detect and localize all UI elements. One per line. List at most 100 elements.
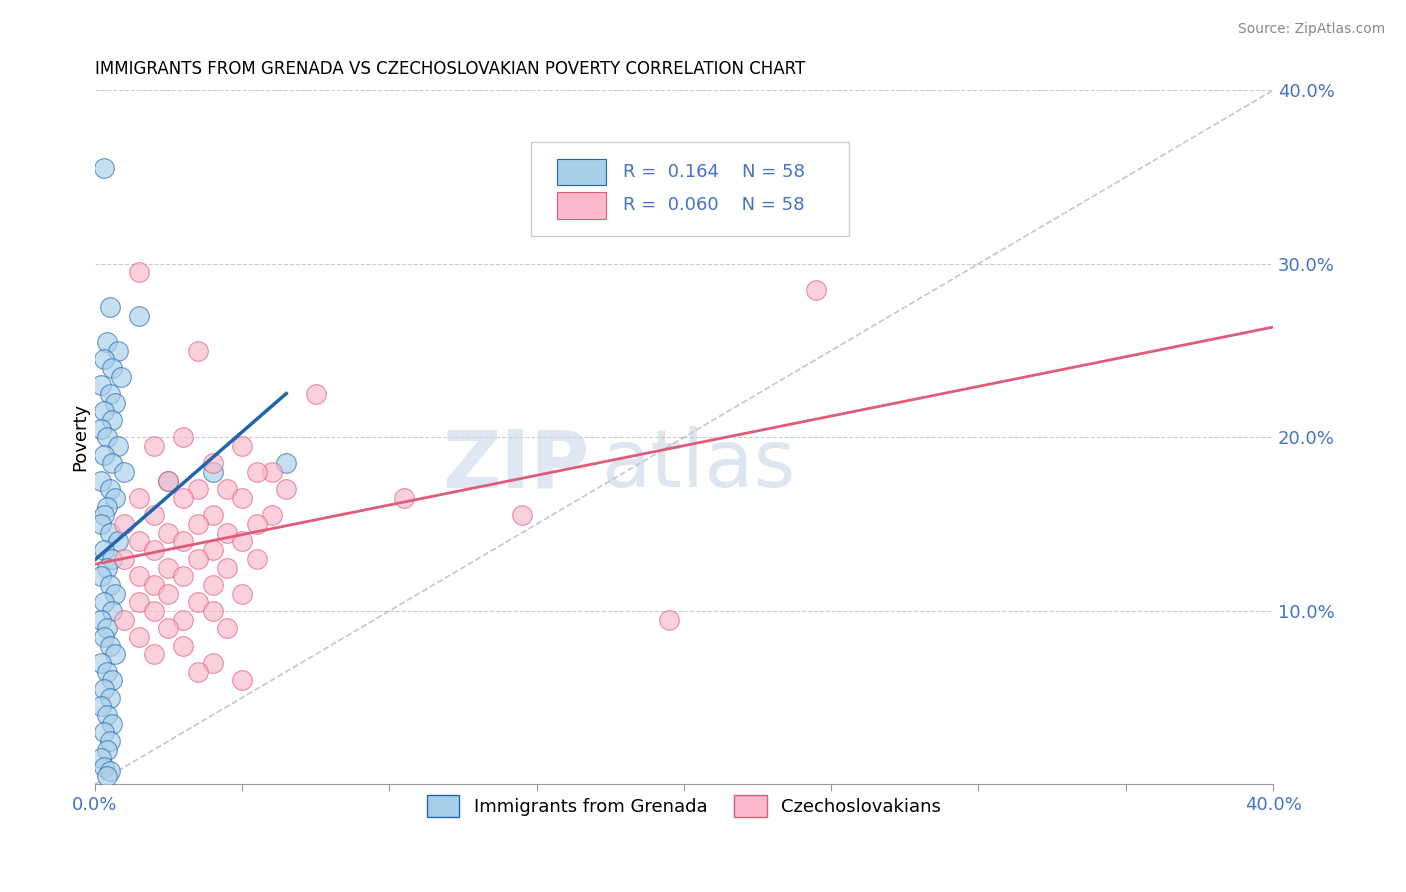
Point <box>101 360 124 375</box>
Point <box>246 551 269 566</box>
Point <box>112 551 135 566</box>
Point <box>231 586 253 600</box>
Point <box>201 508 224 523</box>
Point <box>93 760 115 774</box>
Point <box>93 681 115 696</box>
Point <box>101 604 124 618</box>
Point <box>201 465 224 479</box>
Point <box>260 508 283 523</box>
Point <box>93 595 115 609</box>
Point <box>510 508 533 523</box>
Point <box>90 656 112 670</box>
Point <box>107 343 129 358</box>
Point <box>172 534 194 549</box>
Text: atlas: atlas <box>602 426 796 504</box>
Point <box>98 525 121 540</box>
Point <box>112 517 135 532</box>
FancyBboxPatch shape <box>530 143 849 236</box>
Point <box>157 560 180 574</box>
Point <box>172 569 194 583</box>
Point <box>107 439 129 453</box>
Point <box>157 474 180 488</box>
Point <box>142 439 165 453</box>
Point <box>112 613 135 627</box>
Point <box>128 569 150 583</box>
Point <box>142 578 165 592</box>
Point <box>201 543 224 558</box>
Point <box>231 673 253 688</box>
Point <box>90 474 112 488</box>
Point <box>101 716 124 731</box>
Point <box>93 543 115 558</box>
Point <box>93 404 115 418</box>
Point <box>101 551 124 566</box>
Point <box>93 630 115 644</box>
Point <box>98 578 121 592</box>
Point <box>93 161 115 176</box>
Point <box>112 465 135 479</box>
Point <box>157 586 180 600</box>
Point <box>104 586 127 600</box>
Point <box>187 517 209 532</box>
Point <box>90 751 112 765</box>
Point <box>90 422 112 436</box>
Point <box>187 483 209 497</box>
Point <box>142 508 165 523</box>
Point <box>93 725 115 739</box>
Point <box>142 604 165 618</box>
Point <box>96 334 118 349</box>
Point <box>201 656 224 670</box>
Point <box>658 613 681 627</box>
Point <box>104 647 127 661</box>
Point <box>98 734 121 748</box>
Point <box>96 430 118 444</box>
Point <box>172 491 194 505</box>
Point <box>187 665 209 679</box>
Point <box>98 690 121 705</box>
Point <box>93 352 115 367</box>
Point <box>96 560 118 574</box>
Point <box>110 369 132 384</box>
Point <box>101 413 124 427</box>
Point <box>90 517 112 532</box>
Point <box>217 483 239 497</box>
Point <box>157 474 180 488</box>
Point <box>142 543 165 558</box>
Point <box>98 483 121 497</box>
Point <box>806 283 828 297</box>
Point <box>142 647 165 661</box>
Point <box>98 387 121 401</box>
Point <box>217 560 239 574</box>
Point <box>276 483 298 497</box>
Point <box>96 621 118 635</box>
Point <box>128 265 150 279</box>
Point <box>96 500 118 514</box>
Point <box>96 742 118 756</box>
Point <box>157 525 180 540</box>
Point <box>260 465 283 479</box>
Point <box>187 343 209 358</box>
Point <box>96 769 118 783</box>
Point <box>305 387 328 401</box>
Point <box>231 491 253 505</box>
Legend: Immigrants from Grenada, Czechoslovakians: Immigrants from Grenada, Czechoslovakian… <box>419 788 949 824</box>
Point <box>246 465 269 479</box>
Point <box>98 300 121 314</box>
Bar <box>557 193 606 219</box>
Text: Source: ZipAtlas.com: Source: ZipAtlas.com <box>1237 22 1385 37</box>
Point <box>101 673 124 688</box>
Point <box>96 665 118 679</box>
Point <box>96 708 118 723</box>
Point <box>128 534 150 549</box>
Point <box>107 534 129 549</box>
Bar <box>557 159 606 186</box>
Point <box>98 639 121 653</box>
Point <box>104 395 127 409</box>
Point <box>201 604 224 618</box>
Y-axis label: Poverty: Poverty <box>72 403 89 471</box>
Text: IMMIGRANTS FROM GRENADA VS CZECHOSLOVAKIAN POVERTY CORRELATION CHART: IMMIGRANTS FROM GRENADA VS CZECHOSLOVAKI… <box>94 60 806 78</box>
Point <box>172 639 194 653</box>
Point <box>101 456 124 470</box>
Point <box>157 621 180 635</box>
Point <box>90 569 112 583</box>
